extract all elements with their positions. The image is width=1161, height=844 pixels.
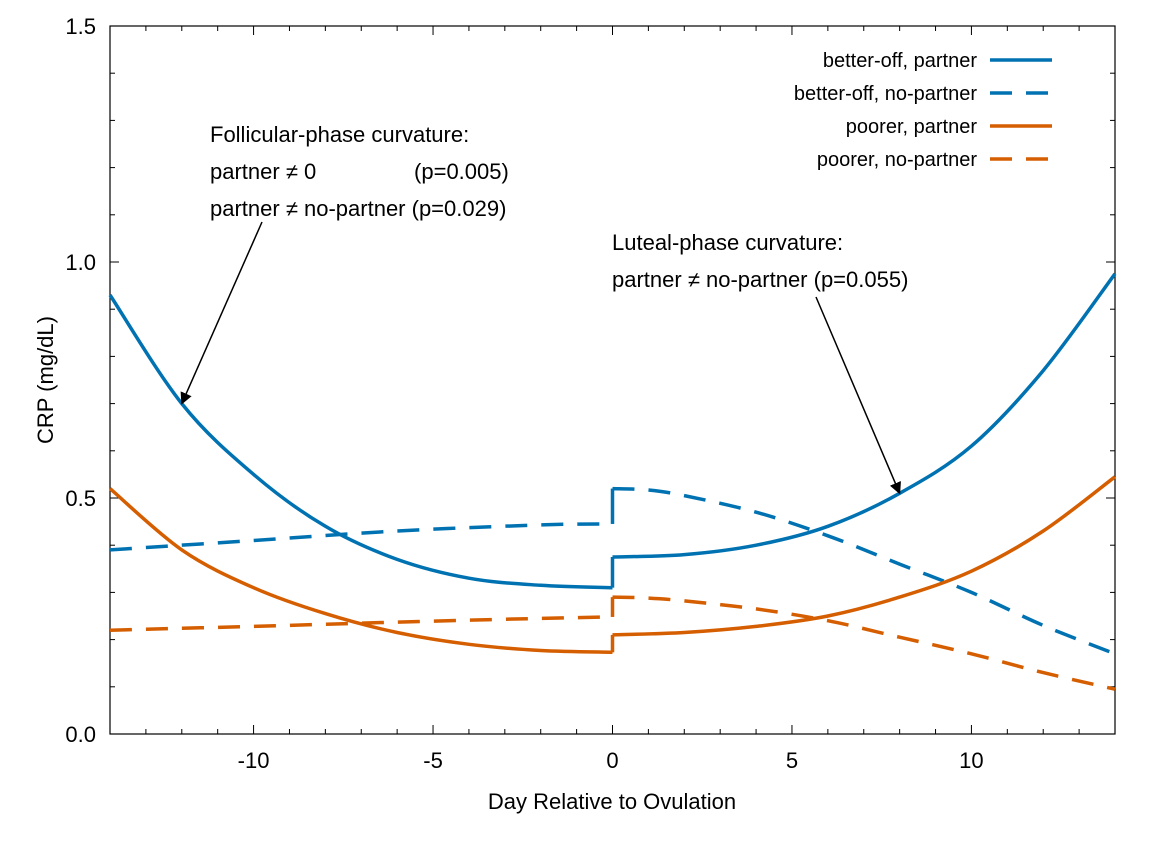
legend: better-off, partner better-off, no-partne… <box>794 50 1052 171</box>
annotation-layer: Follicular-phase curvature: partner ≠ 0 (… <box>180 122 908 495</box>
axis-ticks: -10 -5 0 5 10 0.0 0.5 1.0 1.5 <box>65 14 1116 773</box>
x-tick-label: 10 <box>959 748 983 773</box>
series-line-segment <box>612 486 1116 656</box>
series-line-segment <box>612 595 1116 691</box>
annotation-arrow <box>815 296 901 495</box>
y-tick-label: 0.0 <box>65 722 96 747</box>
y-axis-label: CRP (mg/dL) <box>33 316 58 444</box>
annotation-text: partner ≠ no-partner (p=0.055) <box>612 267 908 292</box>
annotation-text: Follicular-phase curvature: <box>210 122 469 147</box>
y-tick-label: 1.0 <box>65 250 96 275</box>
legend-label: better-off, no-partner <box>794 83 977 105</box>
x-tick-label: -10 <box>238 748 270 773</box>
legend-label: poorer, no-partner <box>817 149 977 171</box>
series-poorer-partner <box>108 475 1117 655</box>
y-tick-label: 1.5 <box>65 14 96 39</box>
series-line-segment <box>612 272 1117 559</box>
series-line-segment <box>109 615 613 632</box>
legend-label: poorer, partner <box>846 116 978 138</box>
series-line-segment <box>108 487 613 655</box>
series-line-segment <box>109 522 613 552</box>
y-tick-label: 0.5 <box>65 486 96 511</box>
x-tick-label: 5 <box>786 748 798 773</box>
annotation-text: partner ≠ no-partner (p=0.029) <box>210 196 506 221</box>
legend-label: better-off, partner <box>823 50 978 72</box>
annotation-text: Luteal-phase curvature: <box>612 230 843 255</box>
annotation-2: Luteal-phase curvature: partner ≠ no-part… <box>612 230 908 495</box>
series-line-segment <box>612 475 1117 637</box>
annotation-arrow <box>180 221 263 405</box>
x-tick-label: 0 <box>606 748 618 773</box>
series-poorer-no-partner <box>109 595 1116 691</box>
annotation-1: Follicular-phase curvature: partner ≠ 0 (… <box>180 122 509 405</box>
x-tick-label: -5 <box>423 748 443 773</box>
x-axis-label: Day Relative to Ovulation <box>488 789 736 814</box>
series-layer <box>108 272 1117 691</box>
series-better-off-no-partner <box>109 486 1116 656</box>
annotation-text: partner ≠ 0 (p=0.005) <box>210 159 509 184</box>
